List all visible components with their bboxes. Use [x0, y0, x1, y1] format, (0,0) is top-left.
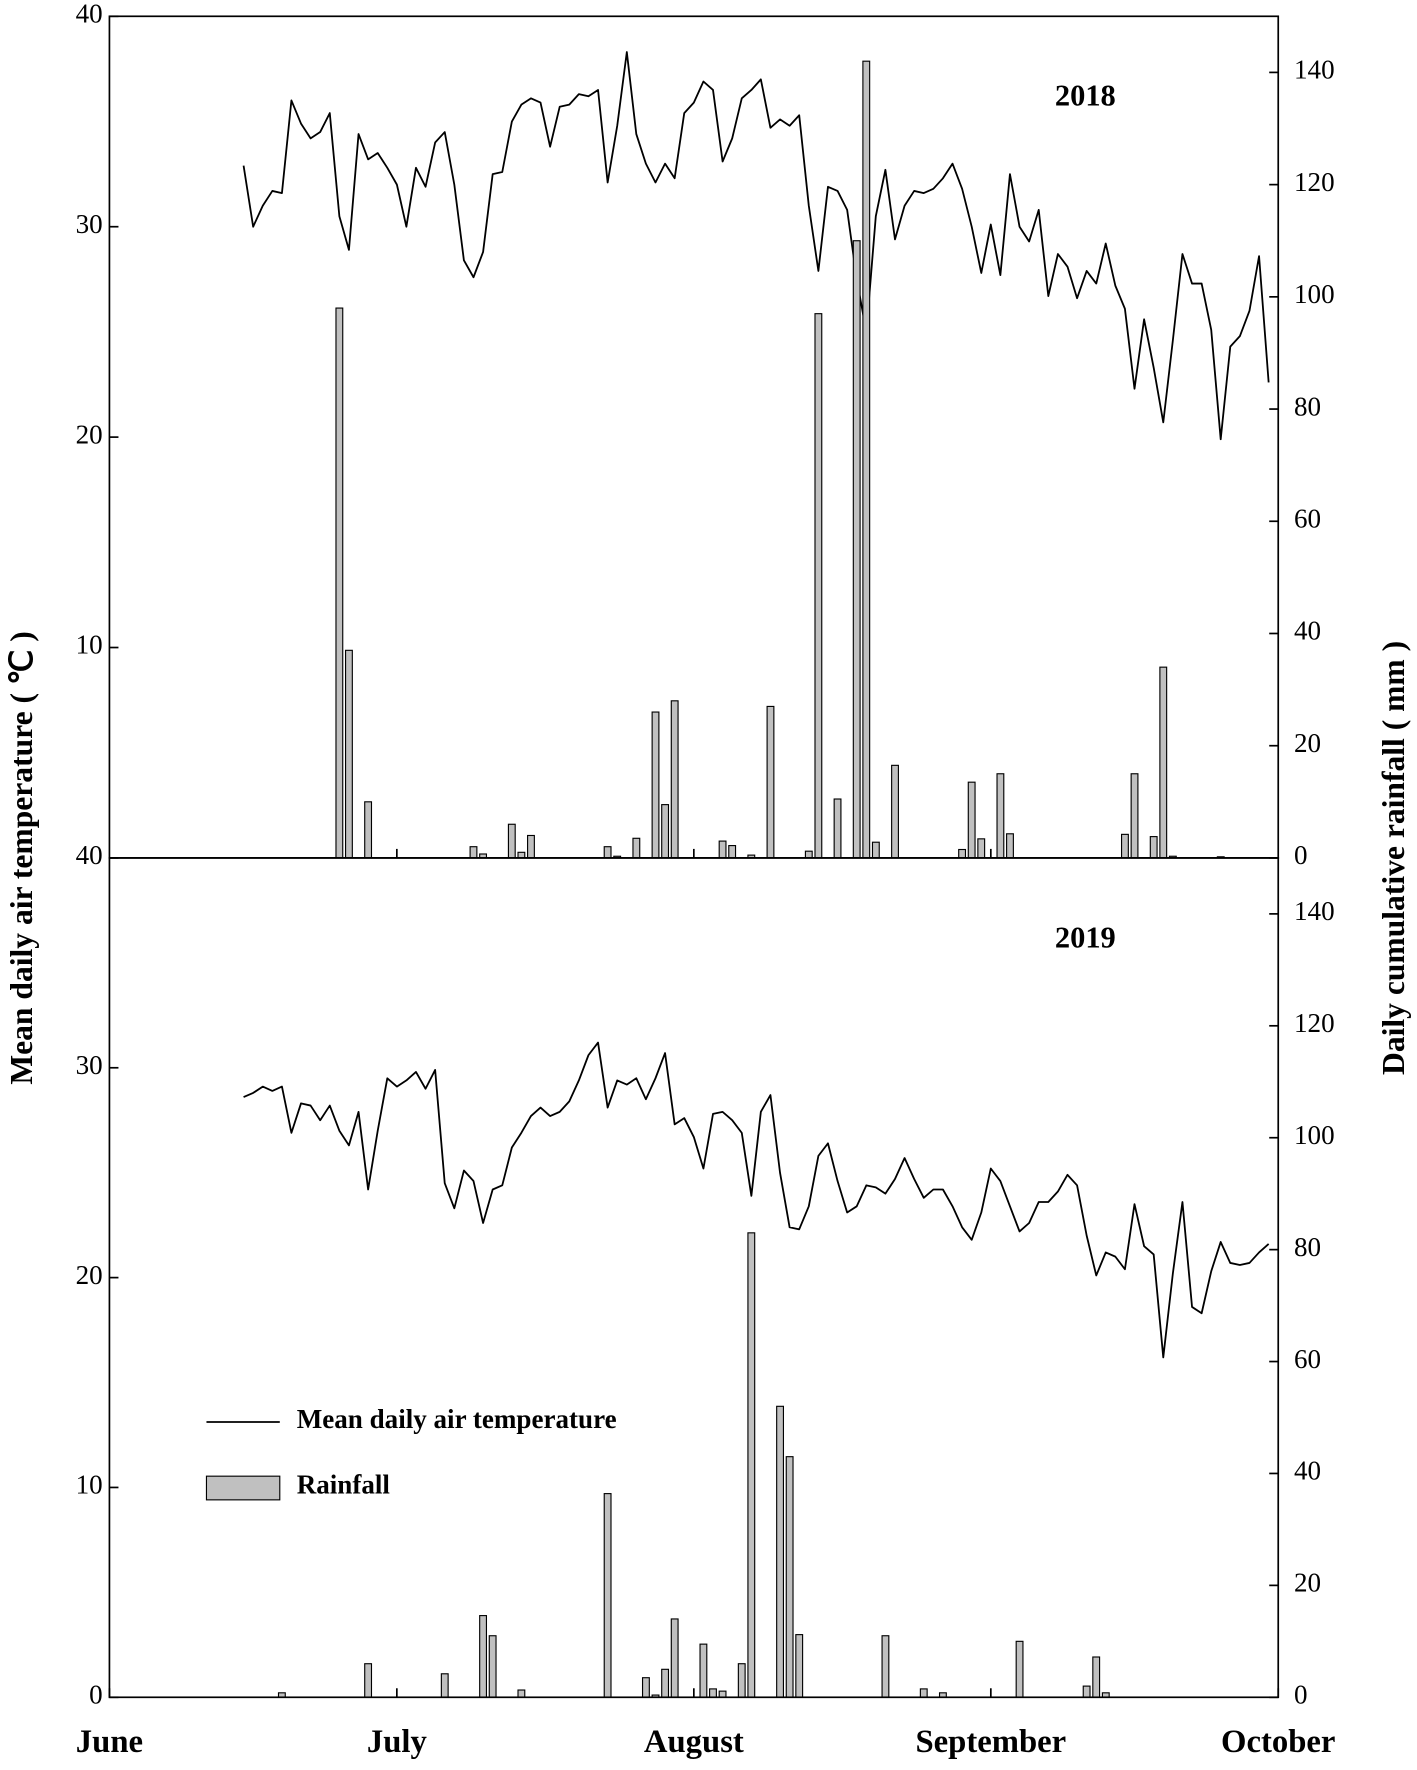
y-tick-label: 30 — [76, 209, 103, 239]
rain-bar — [881, 1635, 890, 1698]
legend-label: Rainfall — [297, 1470, 391, 1500]
y2-tick-label: 80 — [1294, 391, 1321, 421]
y2-tick-label: 0 — [1294, 840, 1308, 870]
rain-bar — [507, 823, 516, 859]
y-axis-title: Mean daily air temperature ( ℃ ) — [4, 631, 39, 1085]
y2-tick-label: 20 — [1294, 1568, 1321, 1598]
rain-bar — [632, 837, 641, 859]
rain-bar — [1082, 1685, 1091, 1698]
rain-bar — [1015, 1640, 1024, 1698]
rain-bar — [891, 764, 899, 859]
rain-bar — [709, 1688, 717, 1698]
rain-bar — [517, 1689, 526, 1698]
rain-bar — [1092, 1656, 1101, 1698]
y-tick-label: 40 — [76, 0, 103, 29]
y-tick-label: 40 — [76, 840, 103, 870]
rain-bar — [967, 781, 976, 859]
rain-bar — [833, 798, 842, 859]
rain-bar — [804, 850, 813, 859]
rain-bar — [852, 240, 861, 859]
rain-bar — [919, 1688, 928, 1698]
plot-frame — [108, 15, 1280, 859]
year-annotation: 2019 — [1055, 920, 1116, 954]
legend-swatch — [205, 1475, 281, 1501]
rain-bar — [718, 1690, 727, 1698]
rain-bar — [1159, 666, 1168, 859]
y2-tick-label: 100 — [1294, 1120, 1335, 1150]
rain-bar — [795, 1634, 804, 1698]
y2-tick-label: 40 — [1294, 616, 1321, 646]
rain-bar — [661, 804, 670, 859]
y2-tick-label: 120 — [1294, 167, 1335, 197]
rain-bar — [1120, 833, 1129, 859]
rain-bar — [488, 1635, 497, 1698]
y-tick-label: 0 — [89, 1680, 103, 1710]
rain-bar — [958, 848, 967, 859]
rain-bar — [364, 1663, 373, 1698]
rain-bar — [776, 1405, 785, 1698]
plot-frame — [108, 857, 1280, 1699]
y-tick-label: 20 — [76, 419, 103, 449]
y2-tick-label: 80 — [1294, 1232, 1321, 1262]
rain-bar — [603, 846, 612, 859]
rain-bar — [814, 313, 823, 859]
x-tick-label: August — [644, 1724, 744, 1760]
y2-tick-label: 40 — [1294, 1456, 1321, 1486]
y-tick-label: 10 — [76, 1470, 103, 1500]
rain-bar — [766, 705, 775, 859]
x-tick-label: June — [76, 1724, 143, 1760]
rain-bar — [335, 307, 344, 859]
rain-bar — [1006, 833, 1014, 859]
year-annotation: 2018 — [1055, 79, 1116, 113]
y-tick-label: 10 — [76, 630, 103, 660]
rain-bar — [747, 1232, 756, 1698]
rain-bar — [344, 649, 353, 859]
rain-bar — [364, 801, 373, 859]
rain-bar — [871, 841, 880, 859]
rain-bar — [440, 1673, 449, 1698]
x-tick-label: October — [1221, 1724, 1335, 1760]
rain-bar — [996, 773, 1005, 859]
rain-bar — [479, 1615, 488, 1698]
rain-bar — [527, 834, 535, 859]
y2-tick-label: 120 — [1294, 1008, 1335, 1038]
y-tick-label: 30 — [76, 1050, 103, 1080]
temperature-line — [243, 1041, 1270, 1359]
rain-bar — [785, 1456, 794, 1698]
rain-bar — [670, 700, 679, 859]
temperature-line — [242, 51, 1270, 441]
y2-tick-label: 60 — [1294, 503, 1321, 533]
y-tick-label: 20 — [76, 1260, 103, 1290]
rain-bar — [699, 1643, 708, 1698]
x-tick-label: September — [915, 1724, 1066, 1760]
rain-bar — [670, 1618, 679, 1698]
x-tick-label: July — [367, 1724, 428, 1760]
rain-bar — [862, 60, 871, 859]
y2-tick-label: 20 — [1294, 728, 1321, 758]
legend-label: Mean daily air temperature — [297, 1404, 617, 1434]
rain-bar — [1130, 773, 1139, 859]
rain-bar — [641, 1677, 650, 1698]
y2-tick-label: 0 — [1294, 1680, 1308, 1710]
rain-bar — [1149, 836, 1158, 859]
rain-bar — [603, 1493, 612, 1698]
rain-bar — [728, 845, 737, 859]
rain-bar — [977, 838, 986, 859]
rain-bar — [737, 1663, 746, 1698]
rain-bar — [718, 840, 727, 859]
y2-tick-label: 60 — [1294, 1344, 1321, 1374]
rain-bar — [661, 1668, 670, 1698]
rain-bar — [651, 711, 660, 859]
rain-bar — [469, 846, 478, 859]
y2-axis-title: Daily cumulative rainfall ( mm ) — [1376, 641, 1411, 1075]
y2-tick-label: 140 — [1294, 896, 1335, 926]
y2-tick-label: 100 — [1294, 279, 1335, 309]
y2-tick-label: 140 — [1294, 55, 1335, 85]
